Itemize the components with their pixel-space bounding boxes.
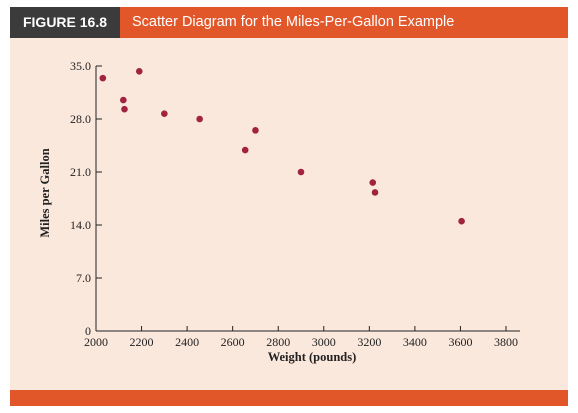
- data-point: [161, 110, 168, 117]
- data-point: [121, 105, 128, 113]
- chart-ticks: 2000 2200 2400 2600 2800 3000 3200 3400 3600 3800…: [70, 59, 518, 349]
- y-tick-label: 28.0: [70, 112, 91, 126]
- x-tick-label: 2200: [130, 335, 154, 349]
- data-point: [371, 189, 379, 196]
- figure-label: FIGURE 16.8: [10, 7, 120, 38]
- x-tick-label: 2400: [175, 335, 199, 349]
- y-tick-label: 0: [85, 324, 91, 338]
- data-point: [241, 146, 249, 154]
- data-point: [297, 168, 305, 176]
- x-tick-label: 3000: [312, 335, 336, 349]
- y-tick-label: 21.0: [70, 165, 91, 179]
- y-tick-label: 14.0: [70, 218, 91, 232]
- data-point: [369, 179, 377, 186]
- y-axis-title: Miles per Gallon: [38, 148, 52, 237]
- figure-title: Scatter Diagram for the Miles-Per-Gallon…: [132, 14, 455, 30]
- y-tick-label: 35.0: [70, 59, 91, 73]
- chart-points: [99, 68, 465, 225]
- x-tick-label: 3600: [448, 335, 472, 349]
- x-tick-label: 3800: [494, 335, 518, 349]
- x-tick-label: 2600: [221, 335, 245, 349]
- x-tick-label: 2800: [266, 335, 290, 349]
- data-point: [120, 96, 127, 104]
- data-point: [252, 127, 259, 134]
- figure-footer: [10, 390, 568, 406]
- chart-axes: [95, 66, 520, 332]
- data-point: [458, 217, 465, 225]
- x-tick-label: 2000: [84, 335, 108, 349]
- x-tick-label: 3200: [357, 335, 381, 349]
- x-tick-label: 3400: [403, 335, 427, 349]
- data-point: [135, 68, 143, 75]
- figure-header: FIGURE 16.8 Scatter Diagram for the Mile…: [10, 7, 568, 38]
- x-axis-title: Weight (pounds): [268, 350, 357, 364]
- y-tick-label: 7.0: [76, 271, 91, 285]
- data-point: [196, 115, 203, 123]
- data-point: [99, 74, 107, 82]
